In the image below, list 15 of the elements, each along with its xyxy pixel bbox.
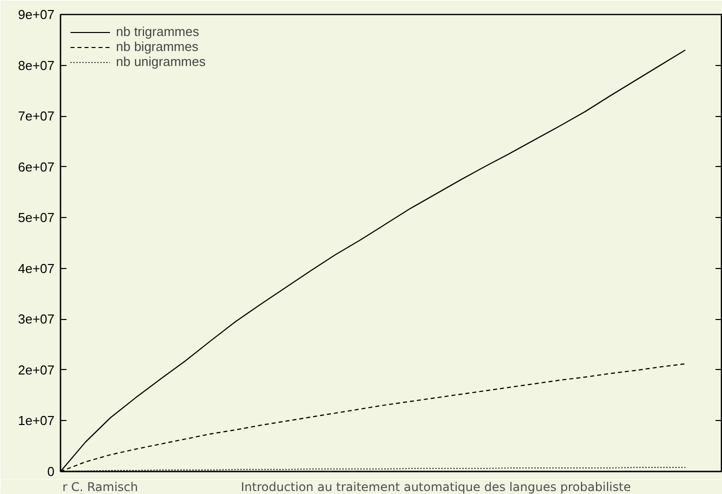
legend-label: nb trigrammes: [116, 24, 200, 39]
text: Introduction au traitement automatique des langues probabiliste: [240, 480, 631, 494]
y-tick-label: 1e+07: [18, 413, 55, 428]
y-tick-label: 6e+07: [18, 159, 55, 174]
y-tick-label: 9e+07: [18, 7, 55, 22]
y-tick-label: 4e+07: [18, 260, 55, 276]
y-tick-label: 5e+07: [18, 210, 55, 226]
legend-label: nb unigrammes: [116, 54, 206, 69]
y-tick-label: 2e+07: [18, 362, 55, 378]
y-tick-label: 8e+07: [18, 58, 55, 73]
y-tick-label: 0: [47, 464, 55, 479]
y-tick-label: 7e+07: [18, 108, 55, 124]
legend-label: nb bigrammes: [116, 39, 198, 54]
y-tick-label: 3e+07: [18, 312, 55, 327]
text: r C. Ramisch: [62, 480, 138, 494]
